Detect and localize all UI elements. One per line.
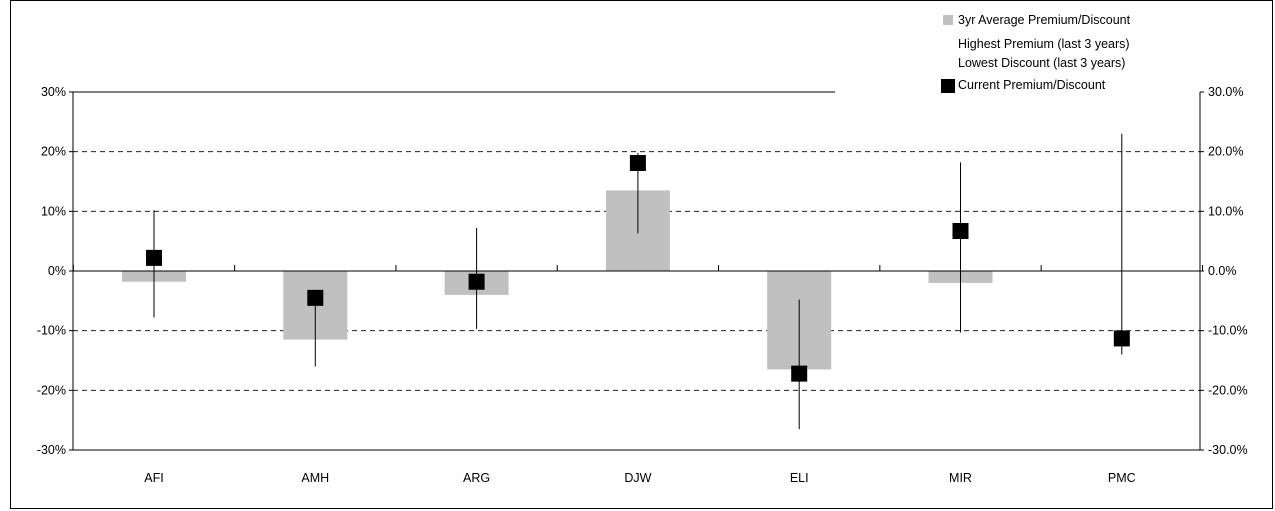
current-marker <box>952 223 969 240</box>
right-tick-label: 10.0% <box>1208 204 1243 218</box>
category-label: AFI <box>144 471 163 485</box>
left-tick-label: -10% <box>37 324 66 338</box>
markers-group <box>146 155 1130 382</box>
right-tick-label: -20.0% <box>1208 383 1248 397</box>
current-marker <box>791 365 808 382</box>
left-tick-label: 0% <box>48 264 66 278</box>
right-tick-label: -10.0% <box>1208 324 1248 338</box>
tick-labels-group: 30% 30.0% 20% 20.0% 10% 10.0% 0% 0.0% -10% -10.0%… <box>37 85 1248 485</box>
category-label: DJW <box>624 471 651 485</box>
left-tick-label: -20% <box>37 383 66 397</box>
grid-lines <box>73 91 1200 391</box>
range-lines-group <box>153 133 1123 430</box>
legend-label-lowest: Lowest Discount (last 3 years) <box>958 56 1125 70</box>
category-label: ARG <box>463 471 490 485</box>
current-marker <box>146 249 162 266</box>
left-tick-label: 10% <box>41 204 66 218</box>
category-label: ELI <box>790 471 809 485</box>
right-tick-label: 0.0% <box>1208 264 1237 278</box>
legend-label-highest: Highest Premium (last 3 years) <box>958 37 1130 51</box>
category-label: AMH <box>301 471 329 485</box>
legend-label-average: 3yr Average Premium/Discount <box>958 13 1131 27</box>
category-label: MIR <box>949 471 972 485</box>
category-label: PMC <box>1108 471 1136 485</box>
right-tick-label: -30.0% <box>1208 443 1248 457</box>
right-tick-label: 20.0% <box>1208 145 1243 159</box>
current-marker <box>468 273 485 290</box>
right-tick-label: 30.0% <box>1208 85 1243 99</box>
legend-swatch-current <box>941 79 955 93</box>
legend-label-current: Current Premium/Discount <box>958 78 1106 92</box>
chart-frame <box>10 0 1273 509</box>
legend-swatch-average <box>943 15 953 25</box>
left-tick-label: 20% <box>41 145 66 159</box>
current-marker <box>629 155 646 172</box>
left-tick-label: 30% <box>41 85 66 99</box>
left-tick-label: -30% <box>37 443 66 457</box>
legend: 3yr Average Premium/Discount Highest Pre… <box>941 13 1131 93</box>
current-marker <box>1113 330 1130 347</box>
axes-group <box>69 91 1204 451</box>
current-marker <box>307 289 324 306</box>
bars-group <box>122 190 993 370</box>
